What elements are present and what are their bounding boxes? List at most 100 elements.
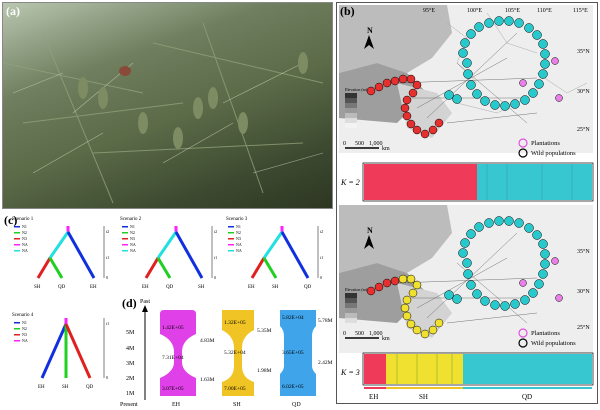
scenario-2-title: Scenario 2 — [120, 217, 142, 222]
scenario-4: Scenario 4 N1 N2 N3 NA EH SH QD t1 0 — [12, 313, 109, 390]
scale-bar: 0 500 1,000 km — [343, 141, 390, 152]
axis-arrow-icon — [142, 305, 148, 312]
scenario-3-tip-eh: EH — [248, 285, 255, 290]
svg-text:2M: 2M — [126, 376, 135, 382]
svg-text:0: 0 — [106, 375, 108, 380]
svg-text:N3: N3 — [22, 332, 27, 337]
lat-label-1: 30°N — [577, 88, 590, 95]
wild-legend-icon — [518, 148, 528, 158]
axis-past-label: Past — [140, 299, 150, 305]
sh-mid: 5.32E+04 — [224, 350, 246, 356]
k2-cluster-qd — [477, 164, 592, 200]
scenario-trees: Scenario 1 N1 N2 N3 NA NA SH QD EH t2 t1 0… — [12, 217, 323, 390]
scenario-2-tip-sh: SH — [198, 285, 205, 290]
lon-label-2: 105°E — [505, 7, 520, 14]
svg-text:N3: N3 — [236, 236, 241, 241]
svg-text:t2: t2 — [320, 229, 323, 234]
eh-bottom: 3.07E+05 — [162, 386, 184, 392]
wild-legend-icon-2 — [518, 338, 528, 348]
scenario-3: Scenario 3 N1 N2 N3 NA NA EH SH QD t2 t1 0 — [226, 217, 323, 290]
scenario-4-title: Scenario 4 — [12, 313, 34, 318]
panel-label-d: (d) — [122, 296, 137, 310]
legend-wild: Wild populations — [531, 150, 576, 157]
panel-label-c: (c) — [4, 213, 18, 227]
svg-text:t2: t2 — [106, 229, 109, 234]
svg-text:N2: N2 — [236, 230, 241, 235]
svg-text:NA: NA — [22, 242, 28, 247]
elevation-legend-2: Elevation (m) — [345, 287, 368, 323]
svg-text:t1: t1 — [214, 255, 217, 260]
scenario-4-tip-eh: EH — [38, 385, 45, 390]
lat-label-1b: 30°N — [577, 288, 590, 295]
plantation-legend-icon-2 — [518, 328, 528, 338]
north-label: N — [367, 26, 373, 35]
svg-text:N2: N2 — [130, 230, 135, 235]
distribution-map-panel: 95°E 100°E 105°E 110°E 115°E 35°N 30°N 2… — [336, 2, 598, 404]
qd-mid: 3.65E+05 — [282, 350, 304, 356]
eh-population-shape — [160, 310, 196, 396]
lon-label-3: 110°E — [537, 7, 552, 14]
svg-text:5M: 5M — [126, 330, 135, 336]
scenario-1-tip-qd: QD — [58, 285, 66, 290]
k2-cluster-eh — [364, 164, 477, 200]
sh-population-shape — [222, 310, 254, 396]
pine-photo — [2, 2, 333, 209]
eh-right-top: 4.83M — [200, 338, 215, 344]
sh-bottom: 7.00E+05 — [224, 386, 246, 392]
svg-text:N2: N2 — [22, 230, 27, 235]
scale-500b: 500 — [355, 331, 364, 337]
svg-text:NA: NA — [130, 248, 136, 253]
elevation-legend-title-2: Elevation (m) — [345, 287, 368, 292]
y-tick-labels: 5M 4M 3M 2M 1M — [126, 330, 135, 397]
scenario-2-tip-eh: EH — [142, 285, 149, 290]
elevation-legend-title: Elevation (m) — [345, 87, 368, 92]
north-label-2: N — [367, 226, 373, 235]
svg-text:0: 0 — [320, 275, 322, 280]
svg-text:3M: 3M — [126, 361, 135, 367]
eh-label: EH — [172, 402, 181, 408]
svg-text:N3: N3 — [130, 236, 135, 241]
elevation-legend: Elevation (m) — [345, 87, 368, 128]
lon-label-4: 115°E — [573, 7, 588, 14]
svg-text:NA: NA — [130, 242, 136, 247]
scenario-1: Scenario 1 N1 N2 N3 NA NA SH QD EH t2 t1 0 — [12, 217, 109, 290]
svg-text:NA: NA — [22, 338, 28, 343]
svg-text:t1: t1 — [106, 321, 109, 326]
scenario-1-tip-sh: SH — [34, 285, 41, 290]
svg-text:0: 0 — [106, 275, 108, 280]
scenario-2-tip-qd: QD — [166, 285, 174, 290]
scale-500: 500 — [355, 141, 364, 147]
plantation-legend-icon — [518, 138, 528, 148]
svg-text:N1: N1 — [22, 224, 27, 229]
scale-unit-2: km — [382, 336, 390, 342]
pine-branches-image — [3, 22, 324, 204]
axis-present-label: Present — [120, 402, 138, 408]
legend-plantations-2: Plantations — [531, 330, 560, 337]
svg-text:N1: N1 — [22, 320, 27, 325]
scenario-1-title: Scenario 1 — [12, 217, 34, 222]
k3-label: K = 3 — [340, 368, 360, 377]
legend-plantations: Plantations — [531, 140, 560, 147]
sh-label: SH — [233, 402, 241, 408]
sh-right-bottom: 1.98M — [257, 368, 272, 374]
scenario-4-tip-qd: QD — [86, 385, 94, 390]
qd-top: 5.82E+04 — [282, 315, 304, 321]
svg-text:NA: NA — [236, 248, 242, 253]
scenario-3-title: Scenario 3 — [226, 217, 248, 222]
scenario-1-tip-eh: EH — [90, 285, 97, 290]
legend-wild-2: Wild populations — [531, 340, 576, 347]
scale-1000b: 1,000 — [369, 331, 383, 337]
svg-text:1M: 1M — [126, 391, 135, 397]
svg-text:N1: N1 — [236, 224, 241, 229]
svg-text:N1: N1 — [130, 224, 135, 229]
group-label-sh: SH — [419, 393, 428, 401]
demographic-history-chart: Past 5M 4M 3M 2M 1M Present 1.42E+05 7.3… — [120, 299, 333, 408]
scenario-4-tip-sh: SH — [62, 385, 69, 390]
group-label-eh: EH — [369, 393, 378, 401]
qd-right-bottom: 2.42M — [318, 360, 333, 366]
lat-label-2b: 25°N — [577, 324, 590, 331]
k3-cluster-eh — [364, 354, 386, 384]
lat-label-0: 35°N — [577, 48, 590, 55]
k3-cluster-qd — [463, 354, 592, 384]
qd-bottom: 6.02E+05 — [282, 384, 304, 390]
